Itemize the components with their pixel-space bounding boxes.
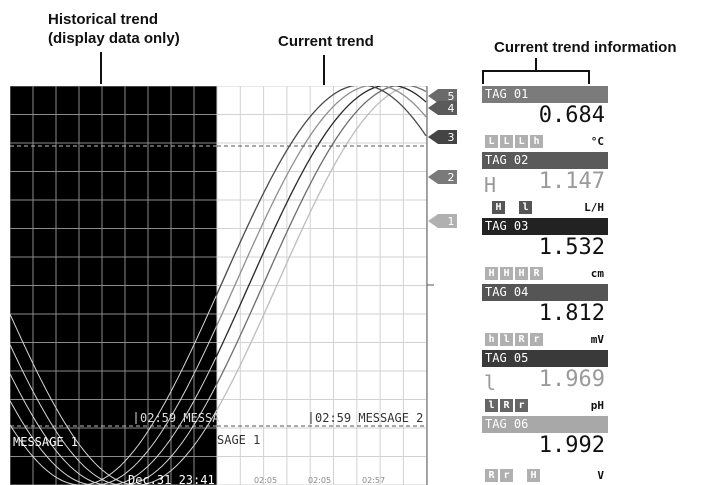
channel-marker-label: 5 [448,90,455,103]
info-callout-stem [535,58,537,71]
channel-markers: 54 3 2 1 [428,89,457,228]
channel-marker-label: 2 [448,171,455,184]
alarm-badge: R [515,333,528,346]
channel-tag: TAG 06 [482,416,608,433]
historical-trend-line [10,344,217,485]
alarm-badge: H [485,267,498,280]
trend-messages: 02:59 MESSA MESSAGE 1 Dec.31 23:41 02:59 ME… [13,411,423,485]
channel-alarm-indicator: H [484,173,497,197]
alarm-badges: H l [492,201,532,214]
historical-trend-callout: Historical trend (display data only) [48,11,180,47]
alarm-badge: r [515,399,528,412]
alarm-badges: H H H R [485,267,543,280]
trend-message: MESSAGE 1 [13,435,78,449]
channel-value: 1.147 [538,169,605,194]
alarm-badge: H [492,201,505,214]
time-labels: 02:05 02:05 02:57 [254,476,385,485]
channel-panel-3: TAG 03 1.532 H H H R cm [482,218,608,283]
alarm-badges: h l R r [485,333,543,346]
trend-message: 02:59 MESSA [140,411,220,425]
alarm-badge: l [485,399,498,412]
historical-trend-line [10,327,217,485]
channel-value: 1.969 [538,367,605,392]
channel-tag: TAG 05 [482,350,608,367]
channel-value: 0.684 [538,103,605,128]
channel-value: 1.992 [538,433,605,458]
channel-unit: pH [590,399,604,412]
channel-panel-6: TAG 06 1.992 R r H V [482,416,608,485]
channel-marker-label: 1 [448,215,455,228]
channel-tag: TAG 04 [482,284,608,301]
channel-marker-label: 4 [448,102,455,115]
trend-message: Dec.31 23:41 [128,473,215,485]
alarm-badge: H [527,469,540,482]
alarm-badge: L [500,135,513,148]
channel-unit: L/H [584,201,604,214]
channel-panel-1: TAG 01 0.684 L L L h °C [482,86,608,151]
alarm-badge: R [485,469,498,482]
alarm-badge: H [515,267,528,280]
channel-marker-label: 3 [448,131,455,144]
historical-callout-line [100,52,102,84]
channel-tag: TAG 02 [482,152,608,169]
marker-strip [427,86,472,485]
trend-message: SAGE 1 [217,433,260,447]
historical-trend-line [10,295,217,485]
channel-marker [428,214,457,228]
alarm-badge: L [515,135,528,148]
channel-marker [428,170,457,184]
trend-curves [10,86,427,485]
channel-unit: V [597,469,604,482]
channel-panel-5: TAG 05 l 1.969 l R r pH [482,350,608,415]
channel-value: 1.532 [538,235,605,260]
channel-alarm-indicator: l [484,371,497,395]
time-label: 02:05 [254,476,277,485]
alarm-badge: h [530,135,543,148]
current-trend-line [215,86,427,386]
historical-trend-line [10,313,217,485]
historical-grid [10,86,218,485]
info-callout-bracket-left [482,70,484,84]
channel-value: 1.812 [538,301,605,326]
alarm-badges: l R r [485,399,528,412]
time-label: 02:05 [308,476,331,485]
alarm-badge: R [530,267,543,280]
alarm-dashed-lines [10,145,427,427]
alarm-badge: L [485,135,498,148]
alarm-badge: r [530,333,543,346]
current-trend-line [215,86,427,328]
current-callout-line [323,55,325,85]
channel-tag: TAG 01 [482,86,608,103]
alarm-badges: R r H [485,469,540,482]
alarm-badge: r [500,469,513,482]
alarm-badge: h [485,333,498,346]
channel-panel-4: TAG 04 1.812 h l R r mV [482,284,608,349]
channel-unit: °C [590,135,604,148]
channel-tag: TAG 03 [482,218,608,235]
current-trend-line [215,86,426,412]
info-callout-bracket-right [588,70,590,84]
alarm-badge: l [500,333,513,346]
time-label: 02:57 [362,476,385,485]
alarm-badge: R [500,399,513,412]
current-trend-callout: Current trend [278,33,374,50]
channel-unit: mV [590,333,604,346]
alarm-badge: l [519,201,532,214]
trend-message: 02:59 MESSAGE 2 [315,411,423,425]
current-trend-info-callout: Current trend information [494,39,677,56]
current-trend-line [215,86,427,358]
current-trend-line [215,86,427,297]
alarm-badges: L L L h [485,135,543,148]
channel-marker [428,89,457,103]
channel-marker [428,130,457,144]
channel-marker [428,101,457,115]
channel-panel-2: TAG 02 H 1.147 H l L/H [482,152,608,217]
info-callout-bracket-top [482,70,590,72]
channel-unit: cm [590,267,604,280]
alarm-badge: H [500,267,513,280]
